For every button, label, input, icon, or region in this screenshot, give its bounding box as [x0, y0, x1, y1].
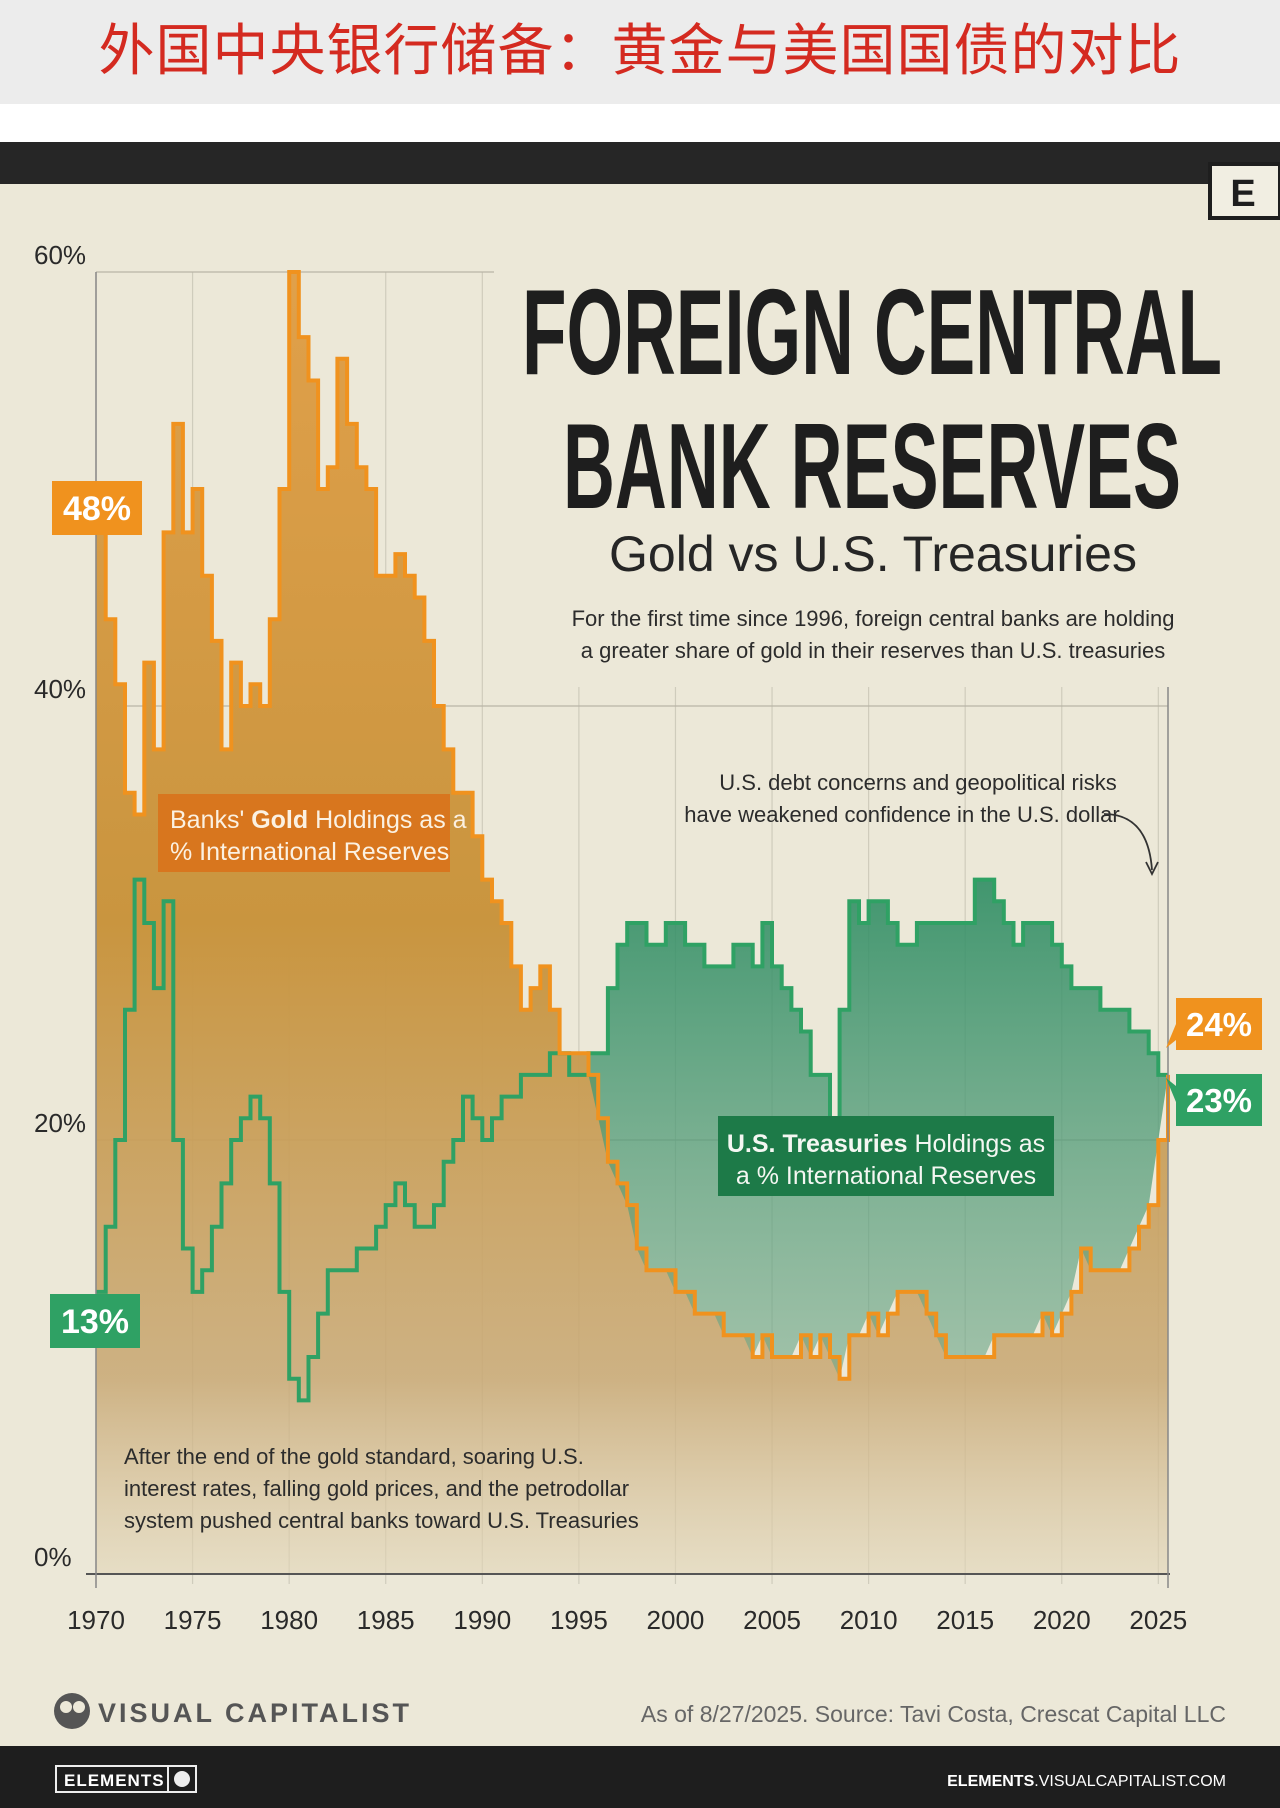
gold-start-badge: 48%	[63, 490, 131, 528]
gold-label-line1: Banks' Gold Holdings as a	[170, 806, 467, 834]
treasury-series-line	[96, 877, 1168, 1403]
banner-title: 外国中央银行储备：黄金与美国国债的对比	[98, 19, 1182, 84]
gold-series-line	[96, 270, 1170, 1381]
main-title-line2: BANK RESERVES	[563, 398, 1181, 534]
footer-right-text: ELEMENTS.VISUALCAPITALIST.COM	[947, 1773, 1226, 1790]
main-title-line1: FOREIGN CENTRAL	[522, 264, 1222, 400]
source-text: As of 8/27/2025. Source: Tavi Costa, Cre…	[641, 1701, 1226, 1727]
x-tick-label: 1990	[453, 1605, 511, 1635]
footer-bar: ELEMENTS ELEMENTS.VISUALCAPITALIST.COM	[0, 1746, 1280, 1808]
footer-graphics: ELEMENTS ELEMENTS.VISUALCAPITALIST.COM	[55, 1765, 1226, 1793]
x-tick-label: 1970	[67, 1605, 125, 1635]
treasury-label-line2: a % International Reserves	[736, 1162, 1036, 1190]
treasury-end-badge: 23%	[1186, 1082, 1252, 1119]
x-tick-label: 1995	[550, 1605, 608, 1635]
gold-start-badge-box	[52, 481, 142, 535]
description-line2: a greater share of gold in their reserve…	[581, 638, 1166, 663]
footer-right-bold: ELEMENTS	[947, 1773, 1034, 1790]
gold-label-post: Holdings as a	[308, 806, 467, 834]
y-tick-label: 60%	[34, 240, 86, 270]
annotation-left-line2: interest rates, falling gold prices, and…	[124, 1476, 629, 1501]
logo-mark-icon	[54, 1693, 90, 1729]
annotation-right-line1: U.S. debt concerns and geopolitical risk…	[719, 770, 1116, 795]
top-bar	[0, 142, 1280, 184]
x-tick-labels: 1970 1975 1980 1985 1990 1995 2000 2005 2010 2015…	[67, 1605, 1187, 1635]
x-tick-label: 2005	[743, 1605, 801, 1635]
y-tick-label: 20%	[34, 1108, 86, 1138]
footer-left-text: ELEMENTS	[64, 1771, 165, 1790]
logo-text: VISUAL CAPITALIST	[98, 1698, 412, 1728]
logo-mark-inner2-icon	[73, 1701, 85, 1713]
gold-end-badge-box	[1176, 998, 1262, 1050]
x-tick-label: 2000	[647, 1605, 705, 1635]
x-tick-label: 2025	[1129, 1605, 1187, 1635]
gold-end-badge: 24%	[1186, 1006, 1252, 1043]
y-tick-labels: 0% 20% 40% 60%	[34, 240, 86, 1572]
x-tick-label: 2015	[936, 1605, 994, 1635]
annotation-left-line1: After the end of the gold standard, soar…	[124, 1444, 584, 1469]
x-tick-label: 1985	[357, 1605, 415, 1635]
treasury-start-badge: 13%	[61, 1303, 129, 1341]
subtitle: Gold vs U.S. Treasuries	[609, 526, 1137, 582]
infographic-poster: 1970 1975 1980 1985 1990 1995 2000 2005 2010 2015…	[0, 142, 1280, 1808]
gold-label-box	[158, 794, 450, 872]
annotation-arrow	[1103, 813, 1153, 871]
footer-left-box	[55, 1765, 197, 1793]
gold-label-pre: Banks'	[170, 806, 251, 834]
footer-right-rest: .VISUALCAPITALIST.COM	[1034, 1773, 1226, 1790]
treasury-end-badge-box	[1176, 1074, 1262, 1126]
footer-left-mark-icon	[174, 1771, 190, 1787]
y-tick-label: 40%	[34, 674, 86, 704]
banner: 外国中央银行储备：黄金与美国国债的对比	[0, 0, 1280, 104]
chart-canvas: 1970 1975 1980 1985 1990 1995 2000 2005 2010 2015…	[34, 162, 1280, 1729]
y-tick-label: 0%	[34, 1542, 72, 1572]
x-tick-label: 1980	[260, 1605, 318, 1635]
corner-mark: E	[1230, 173, 1255, 215]
x-tick-label: 2010	[840, 1605, 898, 1635]
treasury-label-post: Holdings as	[908, 1130, 1046, 1158]
gold-label-bold: Gold	[251, 806, 308, 834]
treasury-start-badge-box	[50, 1294, 140, 1348]
treasury-label-line1: U.S. Treasuries Holdings as	[727, 1130, 1045, 1158]
x-tick-label: 1975	[164, 1605, 222, 1635]
logo-mark-inner-icon	[60, 1701, 72, 1713]
x-tick-label: 2020	[1033, 1605, 1091, 1635]
annotation-arrowhead	[1145, 861, 1159, 877]
treasury-label-bold: U.S. Treasuries	[727, 1130, 908, 1158]
gold-end-badge-pointer	[1166, 1024, 1176, 1048]
visual-capitalist-logo: VISUAL CAPITALIST	[54, 1693, 412, 1729]
gold-label-line2: % International Reserves	[170, 838, 449, 866]
treasury-end-badge-pointer	[1166, 1078, 1176, 1102]
treasury-label-box	[718, 1116, 1054, 1196]
description-line1: For the first time since 1996, foreign c…	[572, 606, 1175, 631]
corner-mark-box	[1208, 162, 1280, 220]
annotation-right-line2: have weakened confidence in the U.S. dol…	[684, 802, 1119, 827]
annotation-left-line3: system pushed central banks toward U.S. …	[124, 1508, 639, 1533]
